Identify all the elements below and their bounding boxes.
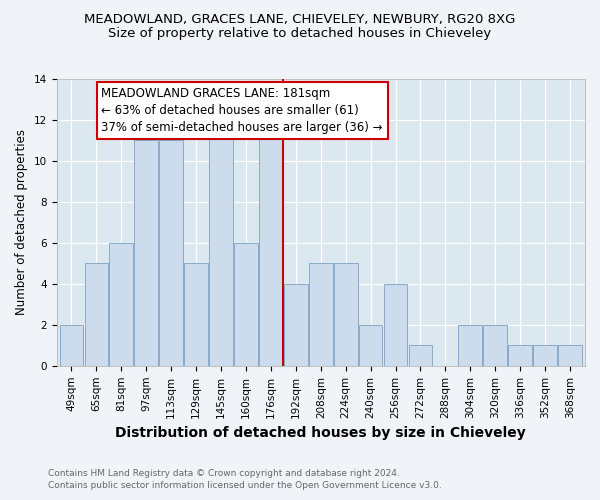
Bar xyxy=(134,140,158,366)
Bar xyxy=(234,243,258,366)
Bar xyxy=(334,264,358,366)
Bar xyxy=(85,264,108,366)
Y-axis label: Number of detached properties: Number of detached properties xyxy=(15,130,28,316)
Bar xyxy=(409,346,433,366)
Bar xyxy=(184,264,208,366)
Bar xyxy=(458,325,482,366)
Bar xyxy=(59,325,83,366)
Bar xyxy=(533,346,557,366)
Bar xyxy=(309,264,332,366)
Bar xyxy=(284,284,308,366)
Text: MEADOWLAND, GRACES LANE, CHIEVELEY, NEWBURY, RG20 8XG: MEADOWLAND, GRACES LANE, CHIEVELEY, NEWB… xyxy=(85,12,515,26)
Bar xyxy=(160,140,183,366)
Bar xyxy=(359,325,382,366)
Bar xyxy=(109,243,133,366)
Bar xyxy=(508,346,532,366)
Bar xyxy=(558,346,582,366)
X-axis label: Distribution of detached houses by size in Chieveley: Distribution of detached houses by size … xyxy=(115,426,526,440)
Bar xyxy=(384,284,407,366)
Bar xyxy=(484,325,507,366)
Bar xyxy=(259,120,283,366)
Text: Size of property relative to detached houses in Chieveley: Size of property relative to detached ho… xyxy=(109,28,491,40)
Bar xyxy=(209,120,233,366)
Text: Contains public sector information licensed under the Open Government Licence v3: Contains public sector information licen… xyxy=(48,481,442,490)
Text: MEADOWLAND GRACES LANE: 181sqm
← 63% of detached houses are smaller (61)
37% of : MEADOWLAND GRACES LANE: 181sqm ← 63% of … xyxy=(101,87,383,134)
Text: Contains HM Land Registry data © Crown copyright and database right 2024.: Contains HM Land Registry data © Crown c… xyxy=(48,468,400,477)
